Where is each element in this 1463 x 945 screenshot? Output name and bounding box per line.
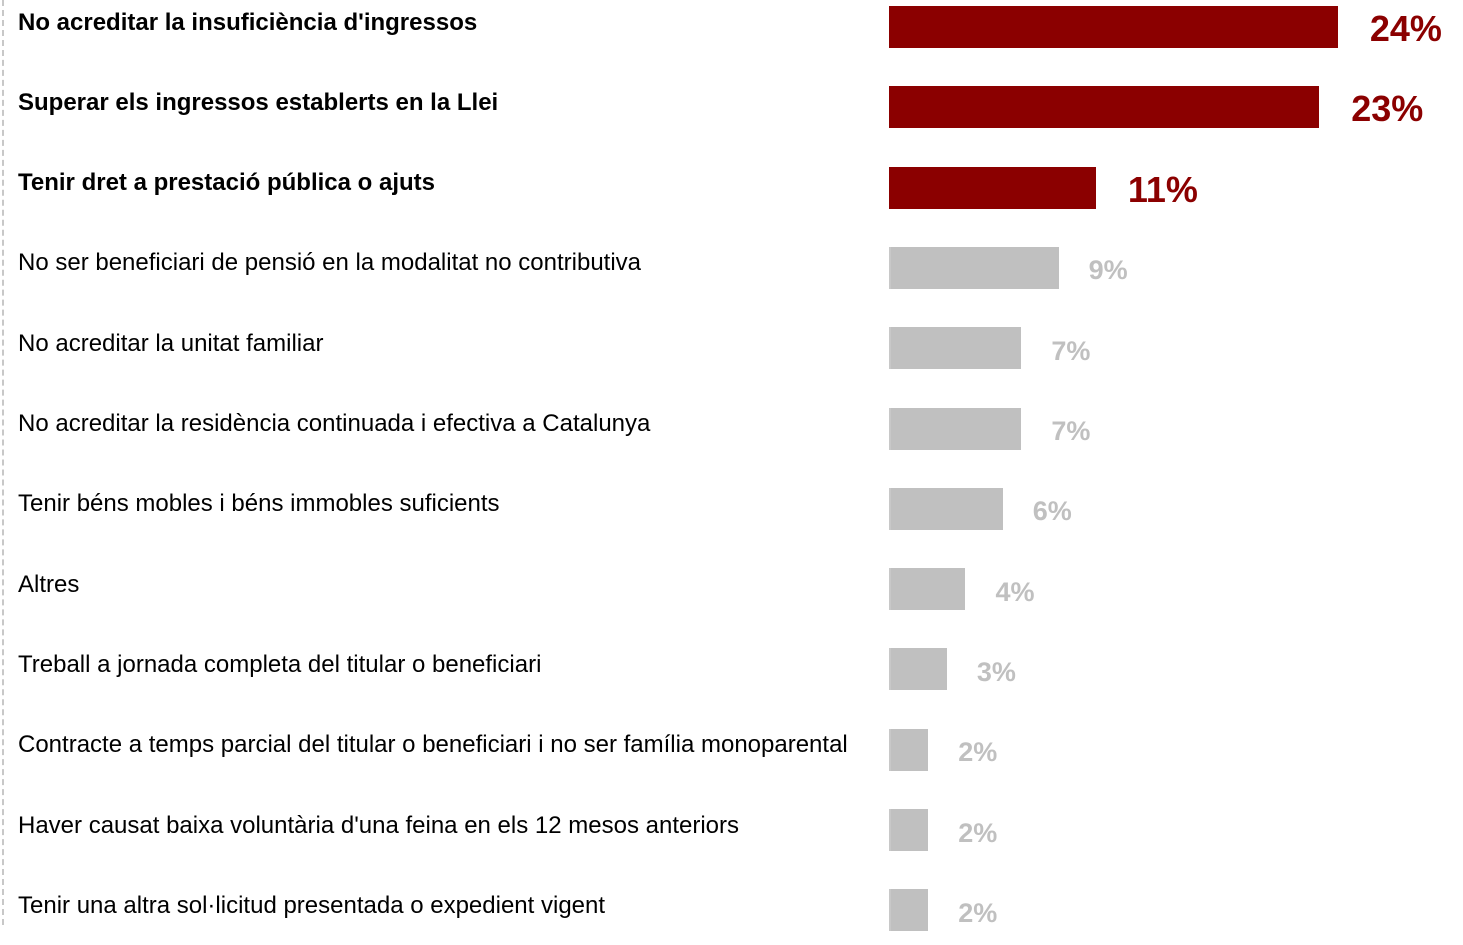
bar: [891, 407, 1022, 450]
category-label: Treball a jornada completa del titular o…: [18, 650, 542, 678]
bar: [891, 728, 929, 771]
axis-tick: [889, 728, 891, 771]
axis-tick: [889, 407, 891, 450]
category-label: No acreditar la residència continuada i …: [18, 410, 651, 437]
axis-tick: [889, 166, 891, 209]
value-label: 23%: [1351, 88, 1424, 130]
value-label: 7%: [1051, 416, 1091, 446]
value-label: 7%: [1051, 335, 1091, 366]
page: {"chart_data": {"type": "bar", "orientat…: [2, 0, 1442, 932]
category-label: Tenir una altra sol·licitud presentada o…: [18, 891, 606, 919]
chart: No acreditar la insuficiència d'ingresso…: [2, 0, 1442, 932]
category-label: Contracte a temps parcial del titular o …: [18, 731, 848, 759]
category-label: No acreditar la insuficiència d'ingresso…: [18, 8, 478, 36]
axis-tick: [889, 487, 891, 530]
value-label: 2%: [958, 817, 998, 848]
value-label: 4%: [995, 576, 1035, 607]
category-label: Superar els ingressos establerts en la L…: [18, 88, 499, 116]
axis-tick: [889, 809, 891, 851]
value-label: 2%: [958, 737, 998, 768]
category-label: Tenir béns mobles i béns immobles sufici…: [18, 490, 500, 518]
value-label: 9%: [1088, 255, 1128, 286]
bar: [891, 246, 1059, 289]
category-label: No ser beneficiari de pensió en la modal…: [18, 249, 642, 277]
bar: [891, 166, 1096, 209]
axis-tick: [889, 648, 891, 691]
bar: [891, 809, 929, 851]
axis-tick: [889, 327, 891, 370]
value-label: 11%: [1127, 168, 1198, 210]
axis-tick: [889, 86, 891, 129]
category-label: No acreditar la unitat familiar: [18, 329, 324, 357]
axis-tick: [889, 6, 891, 48]
category-label: Tenir dret a prestació pública o ajuts: [18, 169, 435, 197]
bar: [891, 327, 1022, 370]
axis-tick: [889, 246, 891, 289]
bar: [891, 6, 1338, 48]
axis-tick: [889, 568, 891, 611]
bar: [891, 487, 1003, 530]
category-label: Altres: [18, 570, 80, 598]
axis-tick: [889, 889, 891, 932]
bar: [891, 568, 966, 611]
value-label: 6%: [1032, 496, 1072, 527]
value-label: 24%: [1369, 8, 1442, 49]
frame-border: [2, 0, 4, 925]
value-label: 2%: [958, 897, 998, 928]
bar: [891, 86, 1320, 129]
category-label: Haver causat baixa voluntària d'una fein…: [18, 811, 739, 839]
value-label: 3%: [976, 656, 1016, 687]
bar: [891, 889, 929, 932]
bar: [891, 648, 947, 691]
